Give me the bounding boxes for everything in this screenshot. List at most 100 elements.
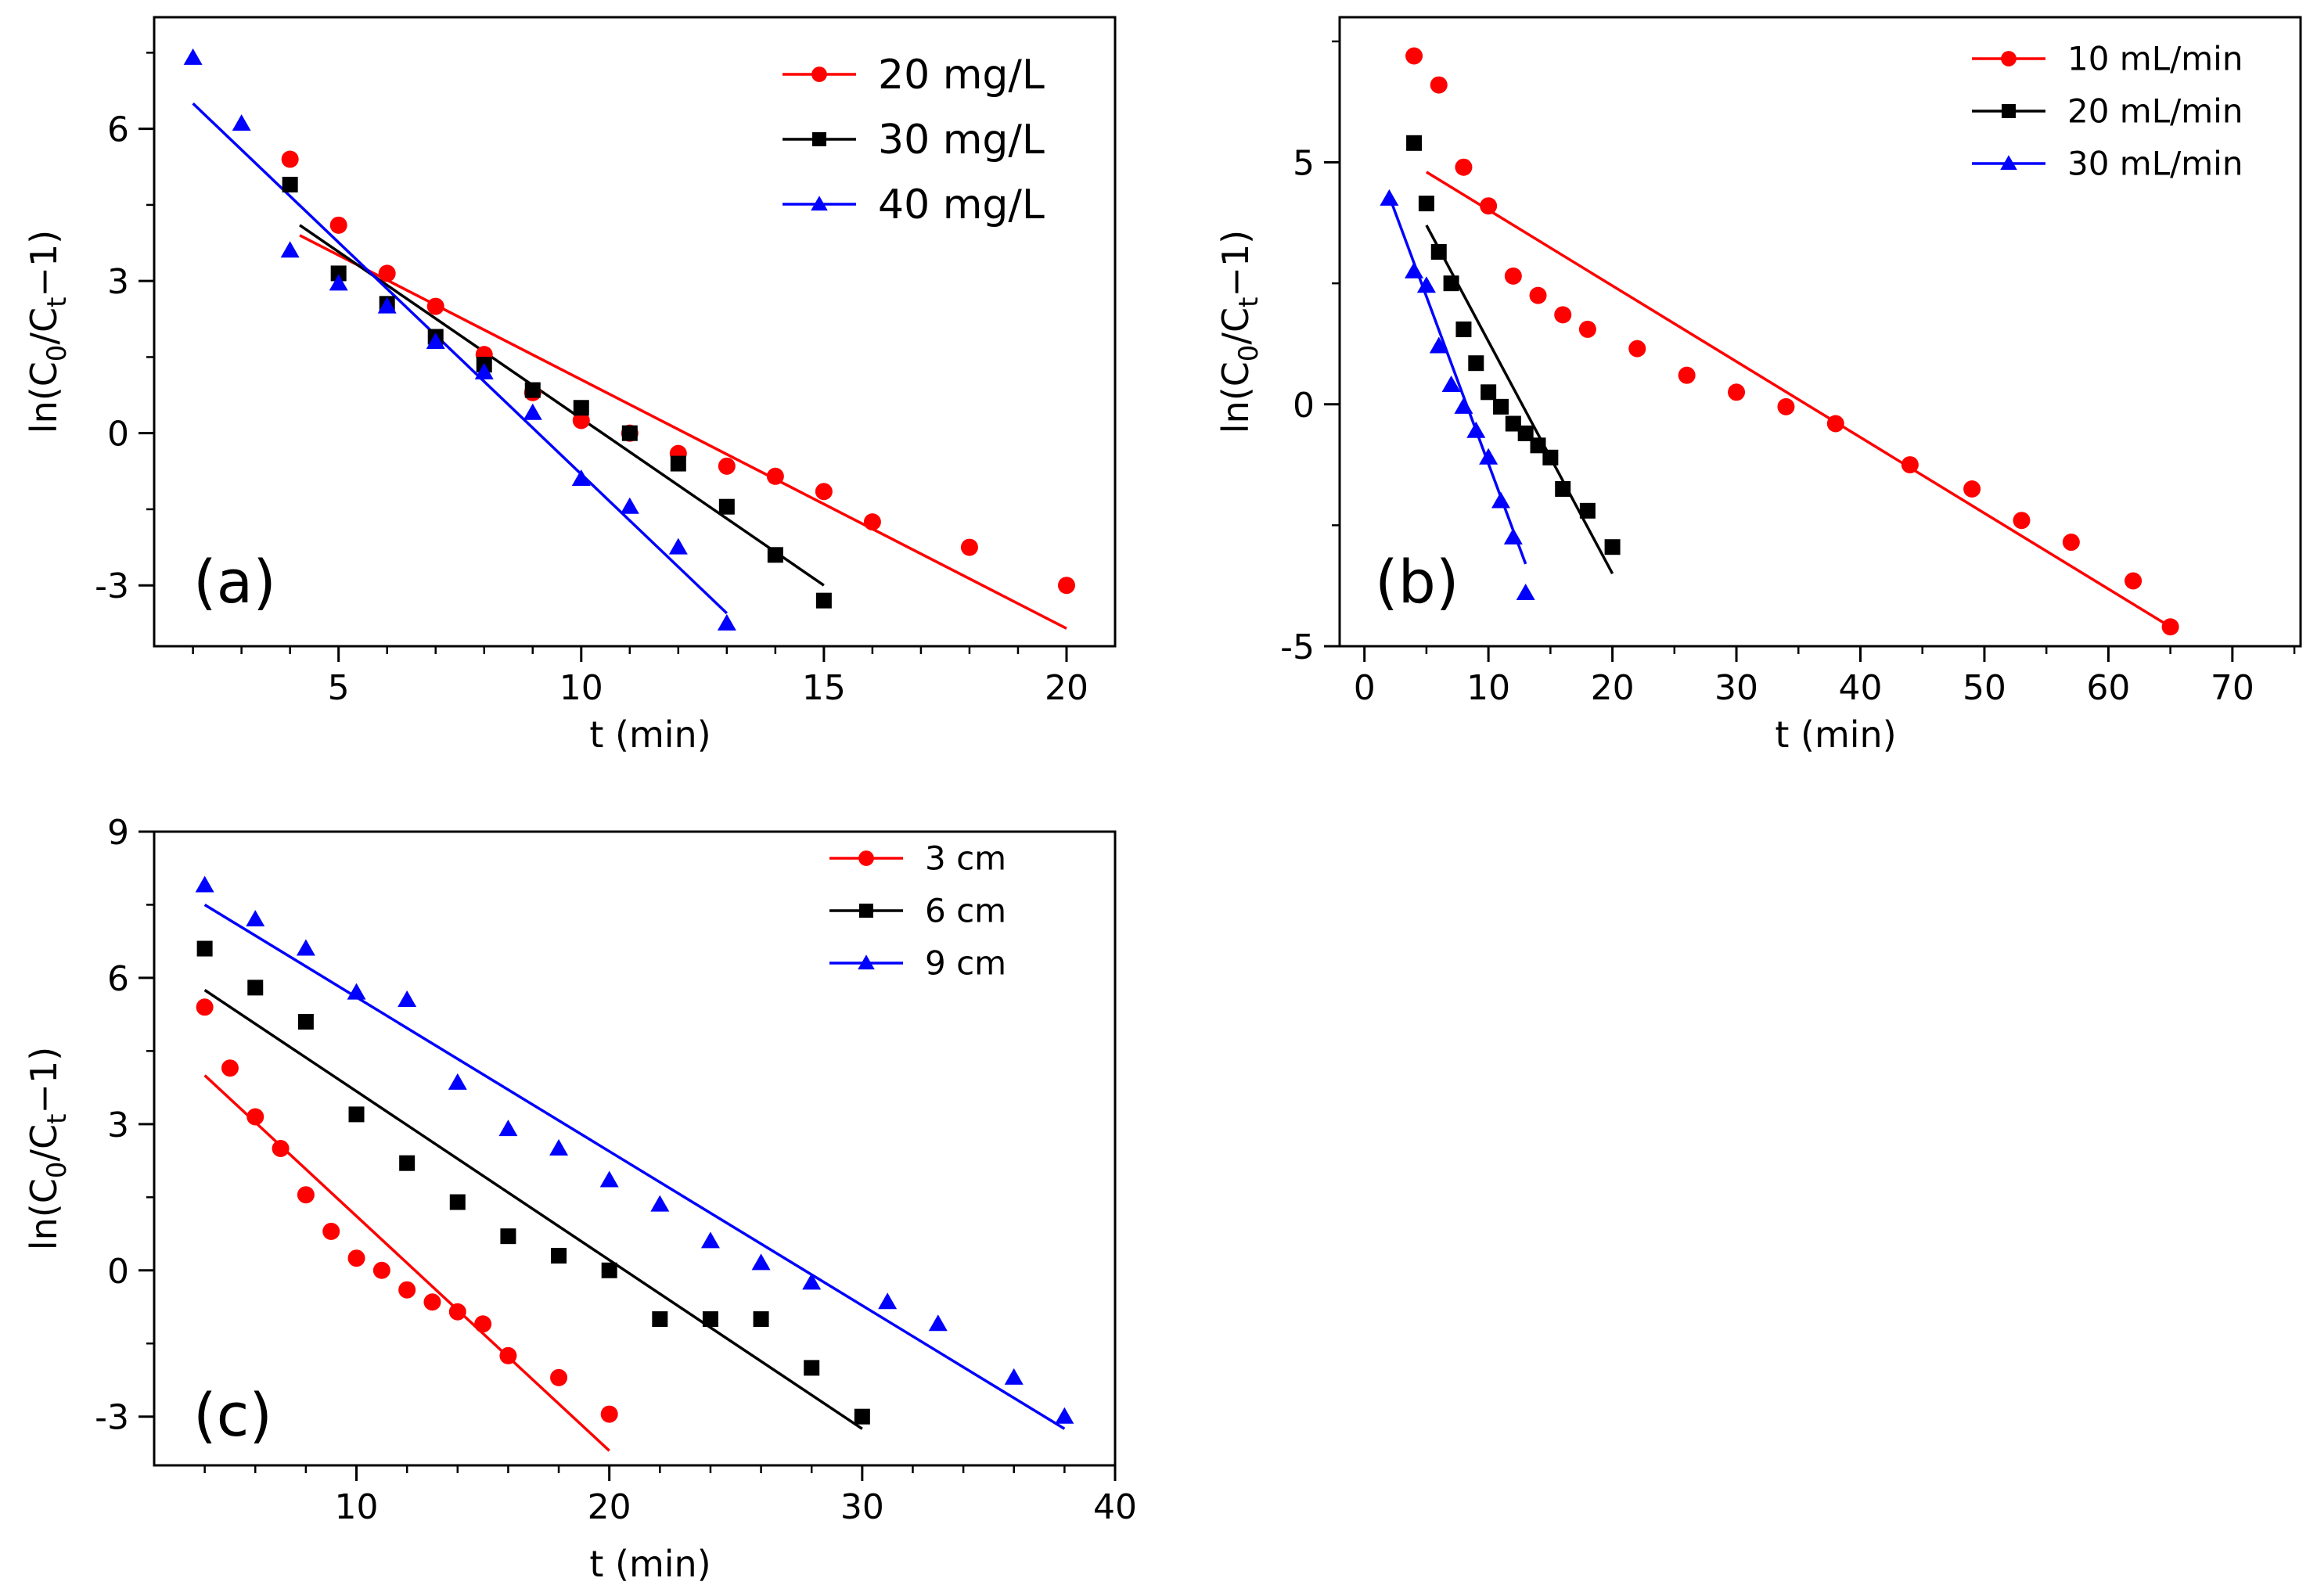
x-axis-label: t (min) xyxy=(589,714,711,756)
data-point xyxy=(599,1170,619,1188)
legend-label: 6 cm xyxy=(925,892,1006,930)
y-axis-label-part: /C xyxy=(23,1124,65,1162)
data-point xyxy=(272,1140,290,1157)
data-point xyxy=(1454,397,1473,414)
data-point xyxy=(1441,376,1461,393)
data-point xyxy=(1429,336,1448,354)
data-point xyxy=(1057,577,1075,595)
y-axis-label-part: /C xyxy=(23,307,65,345)
data-point xyxy=(1406,135,1423,151)
data-point xyxy=(1481,384,1497,401)
plot-frame xyxy=(153,830,1117,1467)
panel-label: (c) xyxy=(193,1380,272,1450)
y-tick-label: 3 xyxy=(107,1105,129,1145)
y-tick-label: 0 xyxy=(1293,386,1315,426)
y-axis-label: ln(C0/Ct−1) xyxy=(23,230,73,433)
x-tick-label: 40 xyxy=(1093,1487,1137,1527)
legend-marker xyxy=(2002,104,2016,118)
x-tick-label: 0 xyxy=(1354,668,1376,708)
data-point xyxy=(347,1249,365,1267)
data-point xyxy=(1628,340,1646,358)
data-point xyxy=(221,1059,239,1077)
x-tick-label: 20 xyxy=(1045,668,1088,708)
data-point xyxy=(815,592,832,609)
data-point xyxy=(280,241,300,258)
data-point xyxy=(1503,527,1523,545)
data-point xyxy=(600,1405,618,1423)
data-point xyxy=(398,1281,416,1299)
data-point xyxy=(571,469,591,487)
data-point xyxy=(1455,321,1472,337)
data-point xyxy=(551,1248,567,1264)
data-point xyxy=(474,362,494,379)
data-point xyxy=(195,875,214,893)
legend-marker xyxy=(2000,155,2017,171)
legend-label: 30 mg/L xyxy=(878,117,1045,164)
legend-label: 3 cm xyxy=(925,839,1006,878)
data-point xyxy=(573,400,589,416)
data-point xyxy=(378,264,396,282)
x-tick-label: 50 xyxy=(1963,668,2006,708)
data-point xyxy=(499,1346,517,1364)
y-axis-label-part: −1) xyxy=(23,1047,65,1114)
data-point xyxy=(702,1311,718,1328)
data-point xyxy=(1418,196,1434,212)
data-point xyxy=(1901,456,1919,474)
data-point xyxy=(1517,425,1534,441)
legend-label: 40 mg/L xyxy=(878,182,1045,228)
data-point xyxy=(601,1262,617,1278)
y-tick-label: 0 xyxy=(107,415,129,455)
plot-frame xyxy=(1338,16,2302,648)
legend-label: 30 mL/min xyxy=(2067,145,2243,183)
data-point xyxy=(196,940,213,957)
y-axis-label: ln(C0/Ct−1) xyxy=(23,1047,73,1250)
legend-label: 10 mL/min xyxy=(2067,40,2243,78)
y-axis-label-part: 0 xyxy=(1233,345,1265,362)
x-tick-label: 5 xyxy=(328,668,350,708)
data-point xyxy=(246,1108,264,1126)
y-axis-label-part: t xyxy=(41,1114,73,1124)
data-point xyxy=(1455,158,1473,176)
x-tick-label: 30 xyxy=(840,1487,884,1527)
x-tick-label: 70 xyxy=(2211,668,2254,708)
data-point xyxy=(804,1360,820,1376)
data-point xyxy=(1579,502,1596,519)
data-point xyxy=(802,1273,822,1290)
panel-label: (b) xyxy=(1375,547,1459,616)
y-axis-label-part: ln(C xyxy=(1214,361,1257,433)
x-tick-label: 10 xyxy=(1466,668,1510,708)
panel-label: (a) xyxy=(193,547,276,616)
data-point xyxy=(1530,437,1546,454)
y-tick-label: 5 xyxy=(1293,144,1315,184)
legend-marker xyxy=(811,66,827,82)
y-tick-label: 6 xyxy=(107,110,129,150)
legend-marker xyxy=(2001,51,2017,66)
y-axis-label-part: −1) xyxy=(1214,230,1257,297)
x-axis-label: t (min) xyxy=(589,1543,711,1585)
data-point xyxy=(281,150,299,168)
data-point xyxy=(282,176,298,192)
data-point xyxy=(322,1222,340,1240)
data-point xyxy=(1578,320,1596,338)
data-point xyxy=(650,1195,670,1212)
data-point xyxy=(377,297,397,314)
data-point xyxy=(1554,306,1572,324)
data-point xyxy=(423,1293,441,1311)
data-point xyxy=(1505,415,1521,432)
fit-line xyxy=(203,989,863,1430)
data-point xyxy=(498,1120,518,1137)
data-point xyxy=(448,1073,467,1090)
legend-marker xyxy=(858,850,874,866)
fit-line xyxy=(299,234,1067,630)
data-point xyxy=(449,1194,466,1210)
y-axis-label-part: ln(C xyxy=(23,1178,65,1250)
data-point xyxy=(2062,534,2080,552)
fit-line xyxy=(1426,171,2171,628)
data-point xyxy=(246,910,265,927)
data-point xyxy=(296,939,315,956)
data-point xyxy=(1430,76,1448,94)
data-point xyxy=(1443,275,1459,292)
y-axis-label-part: 0 xyxy=(41,345,73,362)
